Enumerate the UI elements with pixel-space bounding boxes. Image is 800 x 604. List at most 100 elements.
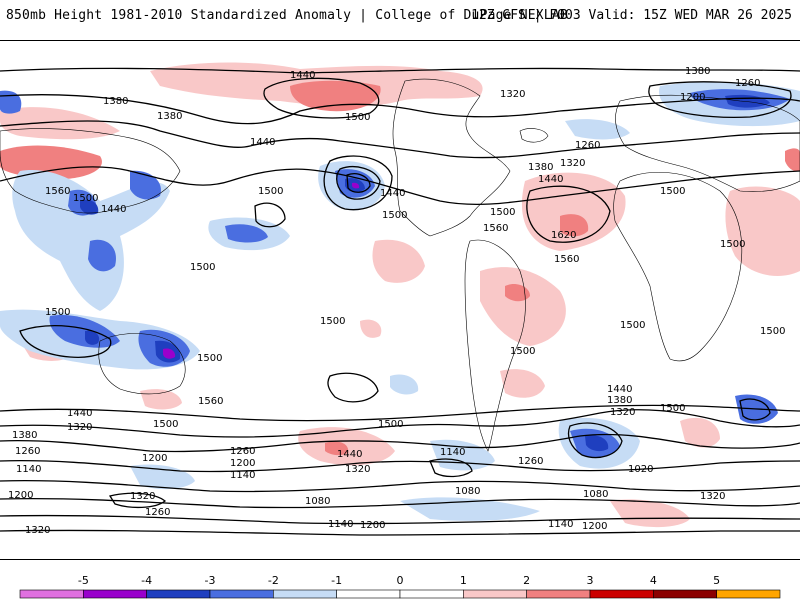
anomaly-map: 1440 1380 1500 1260 1200 1380 1380 1440 … (0, 41, 800, 559)
colorbar-tick-label: -1 (331, 574, 342, 587)
contour-label: 1260 (735, 78, 760, 89)
height-contours (0, 67, 800, 536)
contour-label: 1260 (145, 507, 170, 518)
contour-label: 1440 (538, 174, 563, 185)
contour-label: 1320 (560, 158, 585, 169)
colorbar-swatch (716, 589, 781, 599)
contour-label: 1500 (320, 316, 345, 327)
contour-label: 1320 (25, 525, 50, 536)
colorbar-tick-label: 2 (523, 574, 530, 587)
colorbar-swatch (273, 589, 337, 599)
contour-label: 1320 (345, 464, 370, 475)
colorbar-swatch (19, 589, 84, 599)
contour-label: 1200 (680, 92, 705, 103)
colorbar-tick-label: 5 (713, 574, 720, 587)
contour-label: 1140 (440, 447, 465, 458)
contour-label: 1500 (490, 207, 515, 218)
colorbar-tick-label: -2 (268, 574, 279, 587)
colorbar-swatch (83, 589, 147, 599)
contour-label: 1320 (500, 89, 525, 100)
colorbar-tick-label: -5 (78, 574, 89, 587)
contour-label: 1320 (700, 491, 725, 502)
contour-label: 1200 (142, 453, 167, 464)
contour-label: 1500 (760, 326, 785, 337)
colorbar-tick-labels: -5 -4 -3 -2 -1 0 1 2 3 4 5 (78, 574, 720, 587)
contour-label: 1140 (328, 519, 353, 530)
contour-label: 1380 (157, 111, 182, 122)
contour-label: 1320 (67, 422, 92, 433)
contour-label: 1380 (607, 395, 632, 406)
contour-label: 1080 (305, 496, 330, 507)
contour-label: 1320 (130, 491, 155, 502)
contour-label: 1500 (190, 262, 215, 273)
map-title: 850mb Height 1981-2010 Standardized Anom… (6, 8, 568, 23)
contour-label: 1500 (382, 210, 407, 221)
contour-label: 1380 (103, 96, 128, 107)
colorbar-swatch (463, 589, 527, 599)
colorbar-tick-label: 0 (397, 574, 404, 587)
colorbar-swatch (209, 589, 274, 599)
contour-label: 1200 (230, 458, 255, 469)
contour-label: 1380 (528, 162, 553, 173)
contour-label: 1500 (720, 239, 745, 250)
colorbar-tick-label: 3 (587, 574, 594, 587)
contour-label: 1500 (258, 186, 283, 197)
contour-label: 1500 (660, 186, 685, 197)
map-background (0, 41, 800, 559)
contour-label: 1500 (510, 346, 535, 357)
contour-label: 1140 (548, 519, 573, 530)
header: 850mb Height 1981-2010 Standardized Anom… (0, 0, 800, 40)
contour-label: 1140 (16, 464, 41, 475)
contour-label: 1560 (483, 223, 508, 234)
coastlines (0, 78, 800, 452)
contour-label: 1140 (230, 470, 255, 481)
contour-label: 1440 (607, 384, 632, 395)
contour-label: 1260 (230, 446, 255, 457)
contour-label: 1260 (518, 456, 543, 467)
contour-label: 1380 (12, 430, 37, 441)
model-run-info: 12Z GFS | F003 Valid: 15Z WED MAR 26 202… (471, 8, 792, 23)
colorbar-tick-label: -3 (205, 574, 216, 587)
colorbar-swatch (146, 589, 211, 599)
contour-label: 1200 (582, 521, 607, 532)
colorbar-swatch (526, 589, 591, 599)
colorbar-tick-label: -4 (141, 574, 152, 587)
contour-label: 1440 (380, 188, 405, 199)
colorbar-swatches (19, 589, 781, 599)
contour-label: 1440 (250, 137, 275, 148)
map-panel: 1440 1380 1500 1260 1200 1380 1380 1440 … (0, 40, 800, 560)
contour-label: 1560 (45, 186, 70, 197)
contour-label: 1620 (551, 230, 576, 241)
contour-label: 1500 (45, 307, 70, 318)
colorbar-tick-label: 1 (460, 574, 467, 587)
contour-label: 1500 (378, 419, 403, 430)
contour-label: 1380 (685, 66, 710, 77)
contour-label: 1080 (455, 486, 480, 497)
contour-label: 1200 (8, 490, 33, 501)
contour-label: 1320 (610, 407, 635, 418)
contour-label: 1200 (360, 520, 385, 531)
contour-label: 1440 (67, 408, 92, 419)
contour-label: 1440 (337, 449, 362, 460)
contour-label: 1260 (575, 140, 600, 151)
contour-label: 1500 (620, 320, 645, 331)
colorbar-swatch (653, 589, 717, 599)
colorbar-swatch (399, 589, 464, 599)
contour-labels: 1440 1380 1500 1260 1200 1380 1380 1440 … (8, 66, 785, 536)
contour-label: 1500 (660, 403, 685, 414)
contour-label: 1080 (583, 489, 608, 500)
contour-label: 1500 (73, 193, 98, 204)
contour-label: 1440 (290, 70, 315, 81)
contour-label: 1500 (345, 112, 370, 123)
contour-label: 1020 (628, 464, 653, 475)
colorbar-svg: -5 -4 -3 -2 -1 0 1 2 3 4 5 (19, 574, 781, 599)
contour-label: 1500 (153, 419, 178, 430)
contour-label: 1560 (198, 396, 223, 407)
contour-label: 1440 (101, 204, 126, 215)
colorbar-tick-label: 4 (650, 574, 657, 587)
contour-label: 1260 (15, 446, 40, 457)
colorbar-swatch (336, 589, 401, 599)
colorbar-swatch (589, 589, 654, 599)
contour-label: 1500 (197, 353, 222, 364)
contour-label: 1560 (554, 254, 579, 265)
